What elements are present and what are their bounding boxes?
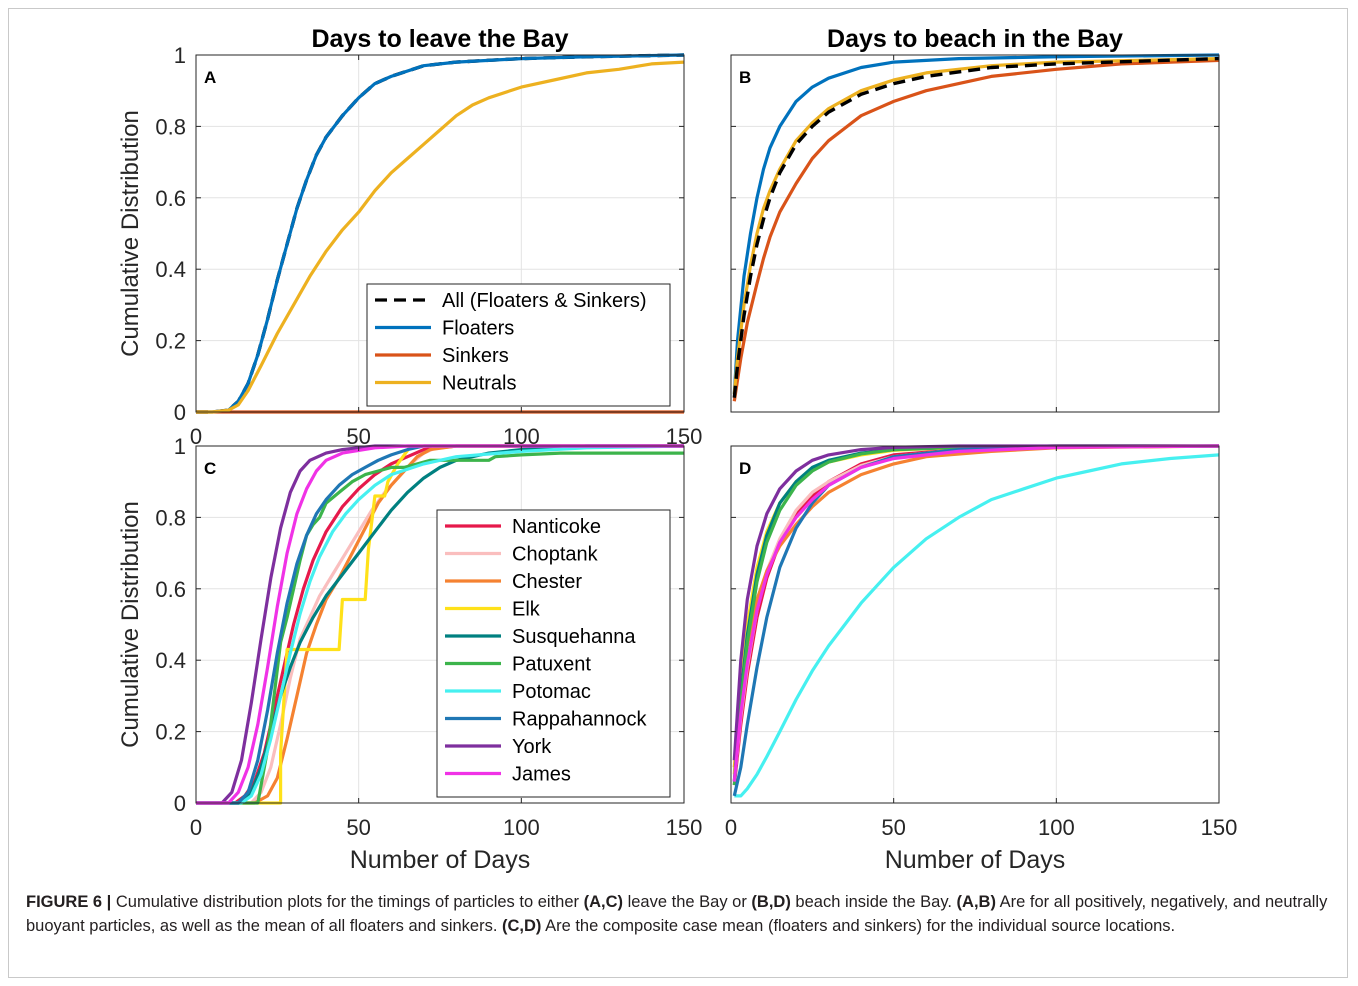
panel-c-legend-label-susquehanna: Susquehanna xyxy=(512,626,636,648)
panel-b-axes-box xyxy=(730,54,1220,413)
caption-text-1: Cumulative distribution plots for the ti… xyxy=(111,893,584,911)
panel-a-legend-label-floaters: Floaters xyxy=(442,318,514,340)
panel-c-y-tick-label: 0.2 xyxy=(155,720,186,745)
panel-c-legend-label-chester: Chester xyxy=(512,571,582,593)
panel-c-legend-label-elk: Elk xyxy=(512,599,541,621)
panel-a-x-tick-label: 50 xyxy=(346,424,370,449)
panel-a-y-tick-label: 0.6 xyxy=(155,186,186,211)
figure-caption: FIGURE 6 | Cumulative distribution plots… xyxy=(26,890,1336,938)
panel-a-x-tick-label: 0 xyxy=(190,424,202,449)
panel-a-y-tick-label: 0.2 xyxy=(155,329,186,354)
panel-a-series-neutrals xyxy=(196,60,685,414)
panel-c-y-tick-label: 0.6 xyxy=(155,577,186,602)
panel-c-x-tick-label: 100 xyxy=(503,815,540,840)
panel-a-legend: All (Floaters & Sinkers) Floaters Sinkers N… xyxy=(366,283,671,407)
caption-ref-cd: (C,D) xyxy=(502,917,542,935)
panel-c-series-patuxent xyxy=(196,451,684,805)
caption-text-3: beach inside the Bay. xyxy=(790,893,957,911)
panel-b-plot-area xyxy=(731,55,1219,412)
panel-d-x-tick-label: 150 xyxy=(1201,815,1238,840)
panel-d-x-tick-label: 0 xyxy=(725,815,737,840)
panel-d-x-tick-label: 50 xyxy=(881,815,905,840)
panel-a-series-floaters xyxy=(196,53,685,414)
panel-c-x-tick-label: 150 xyxy=(666,815,703,840)
panel-c-series-rappahannock xyxy=(196,444,684,805)
figure-frame xyxy=(8,8,1348,978)
caption-ref-bd: (B,D) xyxy=(751,893,791,911)
panel-c-legend-label-choptank: Choptank xyxy=(512,544,599,566)
panel-c-x-tick-label: 0 xyxy=(190,815,202,840)
panel-a-y-tick-label: 1 xyxy=(174,43,186,68)
panel-d-series-rappahannock xyxy=(732,444,1220,797)
panel-a-letter: A xyxy=(204,68,216,87)
panel-a-legend-label-neutrals: Neutrals xyxy=(442,373,516,395)
panel-c-series-york xyxy=(196,444,684,805)
caption-text-2: leave the Bay or xyxy=(623,893,752,911)
panel-c-legend-label-james: James xyxy=(512,764,571,786)
panel-c-legend-box xyxy=(436,509,671,798)
panel-c-legend-label-rappahannock: Rappahannock xyxy=(512,709,648,731)
panel-c-y-tick-label: 0.4 xyxy=(155,648,186,673)
panel-a-y-tick-label: 0.4 xyxy=(155,257,186,282)
caption-text-5: Are the composite case mean (floaters an… xyxy=(541,917,1176,935)
panel-c-series-potomac xyxy=(196,444,685,805)
panel-d-x-tick-label: 100 xyxy=(1038,815,1075,840)
panel-c: 0 50 100 150 0 0.2 0.4 0.6 0.8 1C Cumulative Distr… xyxy=(117,434,702,874)
panel-c-x-axis-label: Number of Days xyxy=(350,846,531,874)
panel-c-legend-label-patuxent: Patuxent xyxy=(512,654,591,676)
panel-c-legend-label-nanticoke: Nanticoke xyxy=(512,516,601,538)
panel-c-letter: C xyxy=(204,459,216,478)
caption-ref-ab: (A,B) xyxy=(956,893,996,911)
panel-a-title: Days to leave the Bay xyxy=(311,25,568,53)
panel-d: 0 50 100 150 D Number of Days xyxy=(725,444,1238,874)
caption-ref-ac: (A,C) xyxy=(583,893,623,911)
panel-a-y-tick-label: 0 xyxy=(174,400,186,425)
panel-c-y-tick-label: 1 xyxy=(174,434,186,459)
panel-b-series-neutrals xyxy=(732,57,1220,395)
panel-b-series-floaters xyxy=(732,53,1220,395)
panel-c-y-axis-label: Cumulative Distribution xyxy=(117,501,144,748)
panel-d-letter: D xyxy=(739,459,751,478)
panel-c-legend: Nanticoke Choptank Chester Elk Susquehanna Pa… xyxy=(436,509,671,798)
panel-c-y-tick-label: 0.8 xyxy=(155,505,186,530)
panel-c-x-tick-label: 50 xyxy=(346,815,370,840)
panel-c-legend-label-potomac: Potomac xyxy=(512,681,591,703)
panel-a-legend-box xyxy=(366,283,671,407)
panel-a-y-axis-label: Cumulative Distribution xyxy=(117,110,144,357)
panel-c-y-tick-label: 0 xyxy=(174,791,186,816)
panel-b-title: Days to beach in the Bay xyxy=(827,25,1123,53)
panel-b-series-sinkers xyxy=(732,58,1220,402)
panel-c-legend-label-york: York xyxy=(512,736,552,758)
caption-text-4: Are for all positively, negatively, and … xyxy=(26,893,1328,935)
panel-d-axes-box xyxy=(730,445,1220,804)
panel-c-axes-box xyxy=(195,445,685,804)
panel-a-y-tick-label: 0.8 xyxy=(155,114,186,139)
panel-d-x-axis-label: Number of Days xyxy=(885,846,1066,874)
panel-a-legend-label-all-floaters-sinkers: All (Floaters & Sinkers) xyxy=(442,290,647,312)
panel-d-series-potomac xyxy=(734,453,1220,798)
caption-label: FIGURE 6 | xyxy=(26,893,112,911)
panel-a-legend-label-sinkers: Sinkers xyxy=(442,345,509,367)
panel-d-series-james xyxy=(732,444,1220,782)
panel-b: B Days to beach in the Bay xyxy=(730,25,1220,413)
panel-b-letter: B xyxy=(739,68,751,87)
panel-a-axes-box xyxy=(195,54,685,413)
